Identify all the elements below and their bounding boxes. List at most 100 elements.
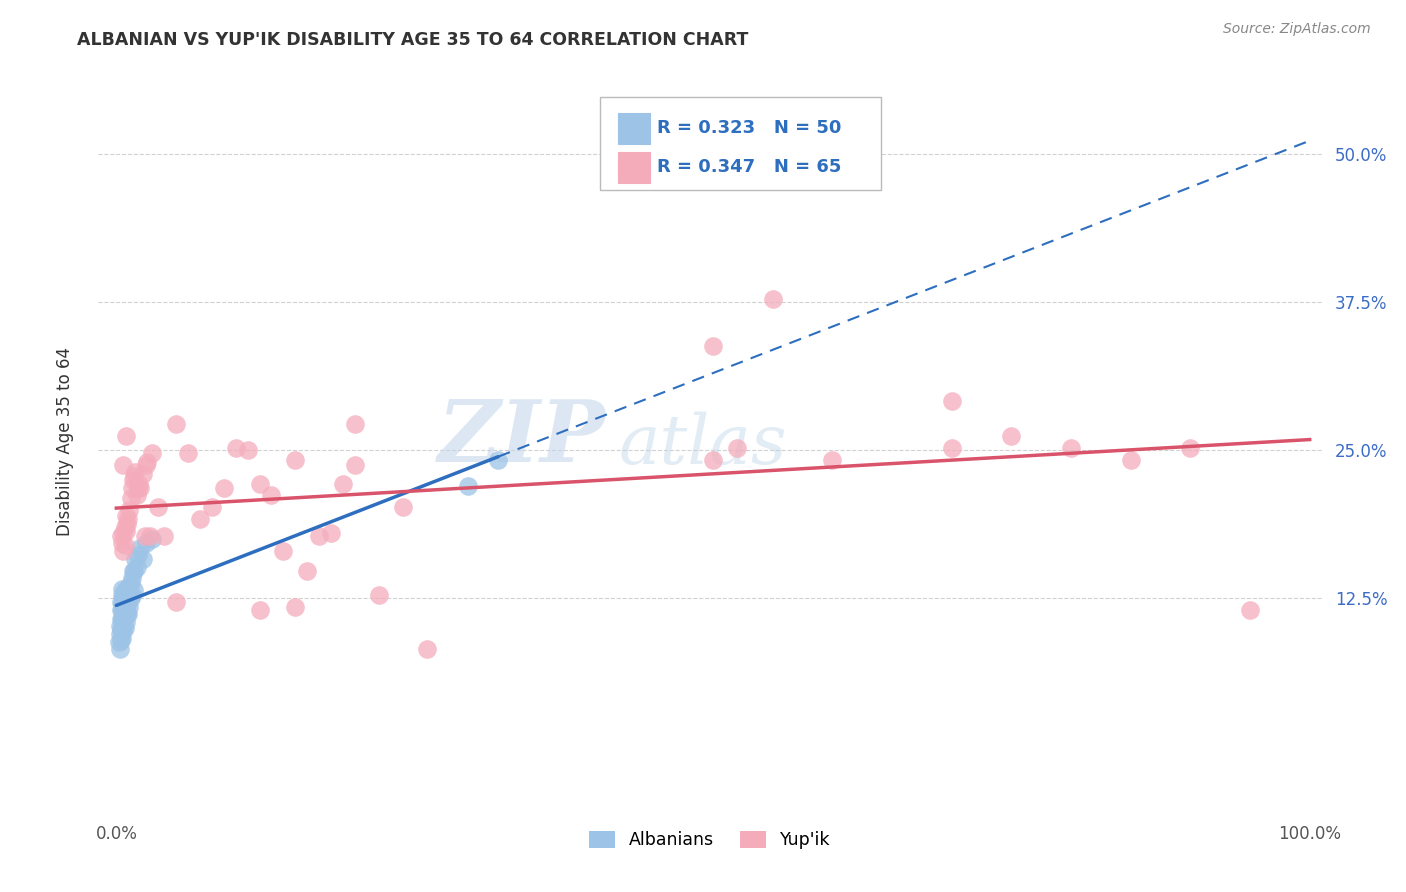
Y-axis label: Disability Age 35 to 64: Disability Age 35 to 64: [56, 347, 75, 536]
Point: [236, 443, 259, 458]
Point: [108, 627, 131, 641]
Point: [165, 417, 187, 432]
Point: [112, 526, 135, 541]
Point: [138, 529, 160, 543]
Point: [131, 552, 153, 566]
Point: [111, 588, 134, 602]
Point: [108, 619, 131, 633]
Point: [118, 585, 141, 599]
Point: [284, 599, 307, 614]
Point: [112, 544, 135, 558]
Text: atlas: atlas: [619, 412, 787, 479]
Point: [297, 564, 319, 578]
Point: [457, 479, 479, 493]
Point: [115, 524, 138, 538]
Point: [1239, 603, 1261, 617]
Point: [128, 476, 150, 491]
Point: [112, 591, 135, 605]
Point: [112, 612, 135, 626]
Point: [114, 583, 136, 598]
Point: [117, 607, 139, 621]
Point: [134, 529, 156, 543]
Point: [201, 500, 224, 515]
Point: [332, 476, 354, 491]
Point: [117, 512, 139, 526]
Point: [110, 612, 132, 626]
Point: [115, 615, 138, 630]
Point: [114, 621, 136, 635]
Point: [111, 603, 134, 617]
Point: [115, 607, 138, 621]
FancyBboxPatch shape: [619, 152, 650, 183]
Point: [117, 595, 139, 609]
Point: [122, 583, 145, 598]
Point: [1180, 441, 1202, 455]
Point: [114, 538, 136, 552]
Point: [131, 467, 153, 482]
Point: [762, 292, 785, 306]
Point: [391, 500, 413, 515]
Point: [120, 491, 142, 505]
Point: [153, 529, 176, 543]
Text: R = 0.347   N = 65: R = 0.347 N = 65: [658, 159, 842, 177]
Point: [135, 458, 157, 472]
Point: [121, 588, 143, 602]
Point: [114, 520, 136, 534]
Point: [129, 481, 152, 495]
FancyBboxPatch shape: [619, 112, 650, 144]
Point: [107, 635, 129, 649]
Point: [117, 580, 139, 594]
Point: [367, 588, 389, 602]
Point: [118, 599, 141, 614]
Point: [125, 488, 148, 502]
Point: [141, 533, 163, 547]
Point: [249, 476, 271, 491]
Point: [165, 595, 187, 609]
Point: [702, 339, 724, 353]
Point: [110, 624, 132, 638]
Point: [343, 417, 366, 432]
Point: [122, 473, 145, 487]
Point: [1119, 453, 1142, 467]
Point: [115, 508, 138, 523]
Point: [114, 598, 136, 612]
Point: [111, 536, 134, 550]
Point: [188, 512, 211, 526]
Point: [225, 441, 247, 455]
Point: [127, 481, 149, 495]
Legend: Albanians, Yup'ik: Albanians, Yup'ik: [582, 823, 838, 856]
Point: [725, 441, 748, 455]
Point: [115, 588, 138, 602]
Point: [125, 559, 148, 574]
Point: [124, 465, 146, 479]
Point: [146, 500, 169, 515]
Point: [115, 591, 138, 606]
Text: ZIP: ZIP: [439, 396, 606, 480]
Point: [941, 393, 963, 408]
Point: [941, 441, 963, 455]
Point: [124, 552, 146, 566]
Point: [260, 488, 283, 502]
Point: [121, 481, 143, 495]
Point: [120, 591, 142, 606]
Point: [135, 536, 157, 550]
Point: [127, 548, 149, 562]
FancyBboxPatch shape: [600, 97, 882, 190]
Point: [702, 453, 724, 467]
Point: [110, 529, 132, 543]
Point: [115, 603, 138, 617]
Point: [110, 632, 132, 647]
Point: [110, 595, 132, 609]
Point: [112, 458, 135, 472]
Point: [115, 516, 138, 531]
Point: [1000, 429, 1022, 443]
Text: Source: ZipAtlas.com: Source: ZipAtlas.com: [1223, 22, 1371, 37]
Point: [1060, 441, 1083, 455]
Point: [821, 453, 844, 467]
Point: [122, 564, 145, 578]
Point: [121, 571, 143, 585]
Point: [212, 481, 235, 495]
Point: [486, 453, 509, 467]
Point: [129, 541, 152, 555]
Point: [249, 603, 271, 617]
